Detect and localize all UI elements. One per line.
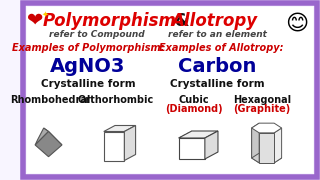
Polygon shape xyxy=(44,128,62,145)
Polygon shape xyxy=(252,123,282,133)
Polygon shape xyxy=(104,125,136,132)
Text: (Diamond): (Diamond) xyxy=(165,104,222,114)
Text: refer to an element: refer to an element xyxy=(168,30,267,39)
Text: Examples of Polymorphism:: Examples of Polymorphism: xyxy=(12,43,164,53)
Text: Allotropy: Allotropy xyxy=(171,12,257,30)
Polygon shape xyxy=(252,128,259,163)
Text: Orthorhombic: Orthorhombic xyxy=(78,95,154,105)
Polygon shape xyxy=(179,138,205,159)
Polygon shape xyxy=(35,128,49,145)
Polygon shape xyxy=(205,131,218,159)
Text: Crystalline form: Crystalline form xyxy=(170,79,264,89)
Polygon shape xyxy=(259,133,274,163)
Text: Carbon: Carbon xyxy=(178,57,256,76)
Text: Cubic: Cubic xyxy=(178,95,209,105)
Text: Polymorphism: Polymorphism xyxy=(43,12,176,30)
Text: &: & xyxy=(175,12,195,30)
Polygon shape xyxy=(252,123,259,158)
Text: Examples of Allotropy:: Examples of Allotropy: xyxy=(159,43,284,53)
FancyBboxPatch shape xyxy=(27,7,314,173)
Text: Hexagonal: Hexagonal xyxy=(233,95,291,105)
Text: ❤: ❤ xyxy=(27,11,44,30)
Text: Rhombohedral: Rhombohedral xyxy=(10,95,91,105)
Polygon shape xyxy=(104,132,124,161)
Text: refer to Compound: refer to Compound xyxy=(49,30,145,39)
Text: AgNO3: AgNO3 xyxy=(50,57,125,76)
Polygon shape xyxy=(179,131,218,138)
Polygon shape xyxy=(35,131,62,157)
Polygon shape xyxy=(124,125,136,161)
Text: 😊: 😊 xyxy=(285,14,308,34)
Text: ✦: ✦ xyxy=(41,10,48,19)
FancyBboxPatch shape xyxy=(23,3,317,177)
Polygon shape xyxy=(252,153,282,163)
Text: Crystalline form: Crystalline form xyxy=(41,79,135,89)
Polygon shape xyxy=(274,128,282,163)
Text: (Graphite): (Graphite) xyxy=(233,104,291,114)
